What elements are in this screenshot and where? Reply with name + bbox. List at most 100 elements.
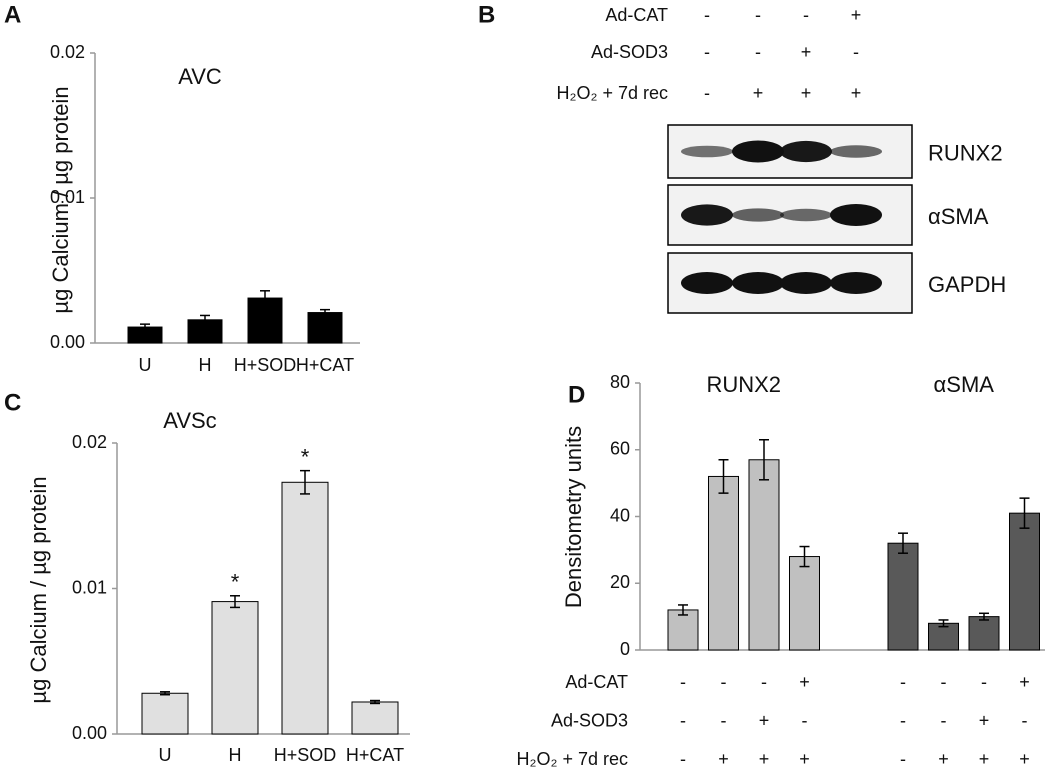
x-tick-label: H: [229, 745, 242, 765]
panel-label: C: [4, 389, 21, 416]
bar: [708, 475, 739, 651]
y-tick-label: 20: [610, 572, 630, 592]
treatment-sign: +: [1019, 749, 1030, 769]
treatment-sign: -: [802, 710, 808, 730]
x-tick-label: U: [139, 355, 152, 375]
treatment-sign: +: [759, 710, 770, 730]
y-tick-label: 0.02: [50, 42, 85, 62]
panel-label: B: [478, 1, 495, 28]
treatment-sign: +: [1019, 672, 1030, 692]
bar: [789, 556, 820, 651]
x-tick-label: H+CAT: [296, 355, 354, 375]
y-axis-label: µg Calcium / µg protein: [48, 86, 73, 313]
treatment-sign: +: [759, 749, 770, 769]
x-tick-label: H: [199, 355, 212, 375]
treatment-sign: -: [704, 83, 710, 103]
treatment-label: Ad-CAT: [605, 5, 668, 25]
x-tick-label: U: [159, 745, 172, 765]
blot-band: [681, 204, 733, 226]
treatment-sign: -: [941, 710, 947, 730]
treatment-sign: +: [851, 5, 862, 25]
y-tick-label: 0.01: [50, 187, 85, 207]
x-tick-label: H+SOD: [234, 355, 297, 375]
blot-band: [732, 208, 784, 222]
treatment-sign: -: [900, 710, 906, 730]
blot-band: [681, 145, 733, 158]
treatment-sign: -: [721, 672, 727, 692]
treatment-sign: -: [900, 749, 906, 769]
y-tick-label: 0: [620, 639, 630, 659]
treatment-sign: -: [803, 5, 809, 25]
bar: [1009, 512, 1040, 651]
treatment-sign: -: [721, 710, 727, 730]
bar: [141, 692, 189, 735]
treatment-label: Ad-CAT: [565, 672, 628, 692]
treatment-sign: +: [979, 749, 990, 769]
treatment-sign: -: [900, 672, 906, 692]
treatment-sign: -: [704, 42, 710, 62]
treatment-label: H₂O₂ + 7d rec: [556, 83, 668, 103]
treatment-sign: +: [718, 749, 729, 769]
bar: [928, 622, 959, 651]
treatment-sign: -: [680, 672, 686, 692]
treatment-sign: -: [755, 42, 761, 62]
blot-band: [732, 272, 784, 294]
y-tick-label: 0.01: [72, 577, 107, 597]
treatment-label: Ad-SOD3: [591, 42, 668, 62]
blot-band: [780, 208, 832, 222]
blot-band: [780, 272, 832, 294]
bar: [211, 601, 259, 735]
y-axis-label: Densitometry units: [561, 426, 586, 608]
treatment-sign: -: [941, 672, 947, 692]
y-tick-label: 0.02: [72, 432, 107, 452]
bar: [307, 312, 343, 344]
y-tick-label: 0.00: [72, 723, 107, 743]
bar: [887, 542, 919, 651]
treatment-sign: -: [680, 710, 686, 730]
blot-band: [681, 272, 733, 294]
band-label: GAPDH: [928, 272, 1006, 297]
bar: [351, 701, 399, 735]
treatment-sign: +: [799, 672, 810, 692]
y-tick-label: 0.00: [50, 332, 85, 352]
blot-band: [830, 145, 882, 158]
y-axis-label: µg Calcium / µg protein: [26, 476, 51, 703]
treatment-sign: +: [938, 749, 949, 769]
blot-band: [830, 204, 882, 226]
band-label: RUNX2: [928, 140, 1003, 165]
annotation: *: [301, 444, 310, 469]
treatment-sign: -: [1022, 710, 1028, 730]
bar: [748, 459, 780, 651]
bar: [968, 616, 1000, 651]
panel-label: A: [4, 1, 21, 28]
group-label: RUNX2: [706, 372, 781, 397]
treatment-sign: -: [680, 749, 686, 769]
group-label: αSMA: [934, 372, 995, 397]
treatment-label: Ad-SOD3: [551, 710, 628, 730]
chart-title: AVSc: [163, 408, 216, 433]
treatment-sign: -: [755, 5, 761, 25]
band-label: αSMA: [928, 204, 989, 229]
treatment-sign: -: [853, 42, 859, 62]
bar: [247, 297, 283, 344]
y-tick-label: 60: [610, 439, 630, 459]
treatment-sign: +: [851, 83, 862, 103]
treatment-sign: -: [704, 5, 710, 25]
treatment-sign: +: [801, 83, 812, 103]
bar: [281, 481, 329, 735]
treatment-sign: -: [981, 672, 987, 692]
y-tick-label: 80: [610, 372, 630, 392]
treatment-sign: -: [761, 672, 767, 692]
y-tick-label: 40: [610, 505, 630, 525]
x-tick-label: H+CAT: [346, 745, 404, 765]
chart-title: AVC: [178, 64, 222, 89]
x-tick-label: H+SOD: [274, 745, 337, 765]
blot-band: [780, 140, 832, 163]
blot-band: [830, 272, 882, 294]
treatment-label: H₂O₂ + 7d rec: [516, 749, 628, 769]
treatment-sign: +: [801, 42, 812, 62]
bar: [667, 609, 699, 651]
blot-band: [732, 140, 784, 163]
treatment-sign: +: [979, 710, 990, 730]
